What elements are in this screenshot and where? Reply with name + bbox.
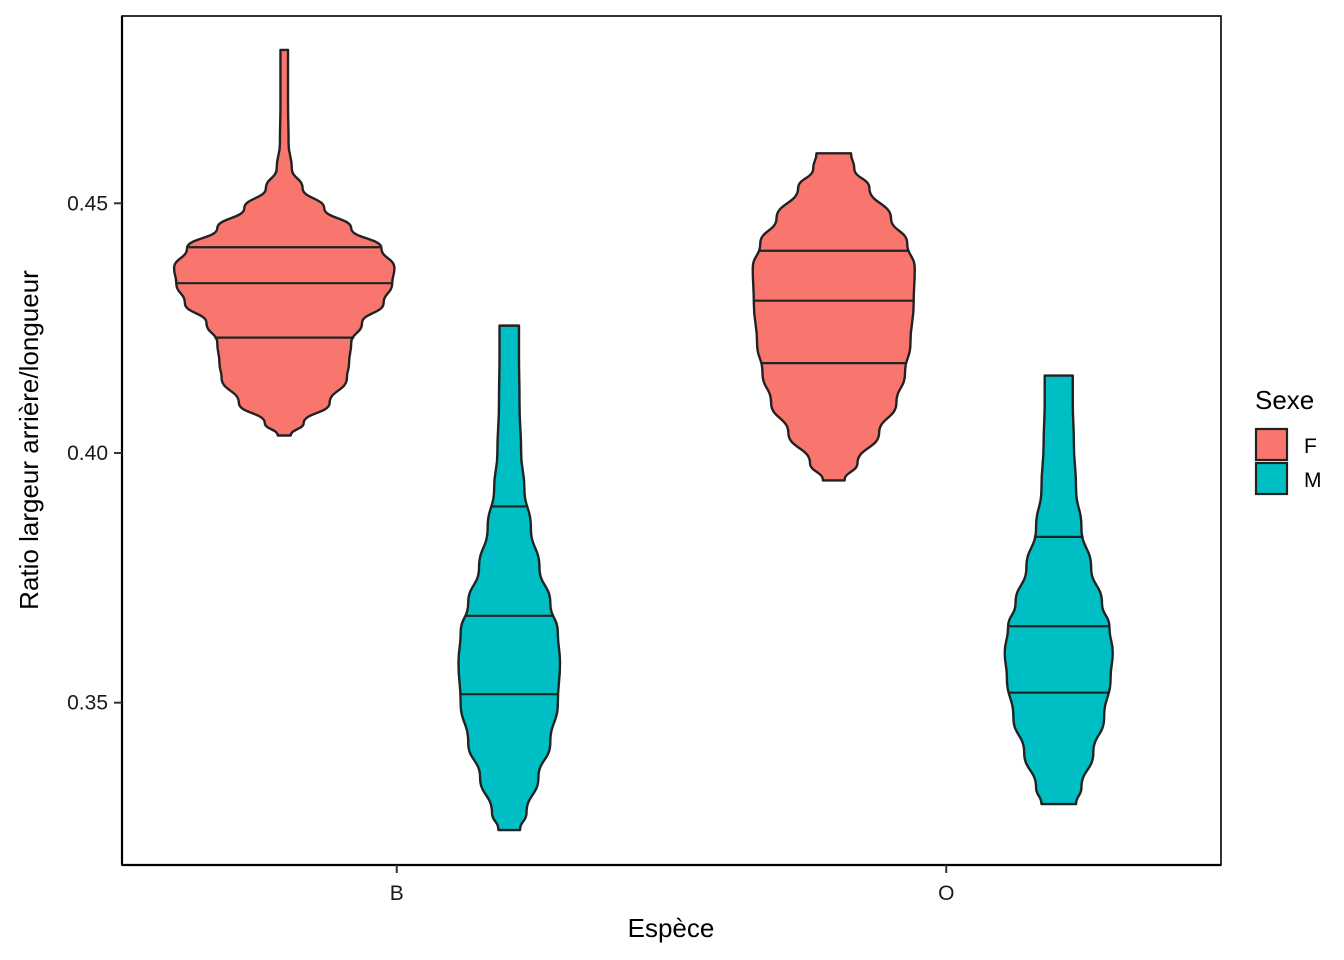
legend: Sexe FM xyxy=(1254,385,1322,496)
legend-label-F: F xyxy=(1304,435,1317,458)
x-tick-label: B xyxy=(390,882,404,905)
violin-B-F xyxy=(172,48,396,437)
y-tick-label: 0.45 xyxy=(67,192,108,215)
violin-B-M xyxy=(457,324,562,832)
legend-label-M: M xyxy=(1304,469,1322,492)
violins-layer xyxy=(172,48,1114,832)
violin-body-O-F xyxy=(751,152,916,482)
violin-O-M xyxy=(1003,374,1114,806)
x-tick-label: O xyxy=(938,882,954,905)
y-tick-label: 0.40 xyxy=(67,442,108,465)
x-axis-title: Espèce xyxy=(628,913,715,943)
legend-key-M xyxy=(1254,461,1289,496)
legend-title: Sexe xyxy=(1255,385,1314,415)
violin-body-B-M xyxy=(457,324,562,832)
legend-key-F xyxy=(1254,427,1289,462)
violin-body-B-F xyxy=(172,48,396,437)
y-axis-title: Ratio largeur arrière/longueur xyxy=(14,270,44,610)
violin-O-F xyxy=(751,152,916,482)
y-axis: 0.35 0.40 0.45 xyxy=(67,16,124,865)
y-tick-label: 0.35 xyxy=(67,692,108,715)
violin-body-O-M xyxy=(1003,374,1114,806)
